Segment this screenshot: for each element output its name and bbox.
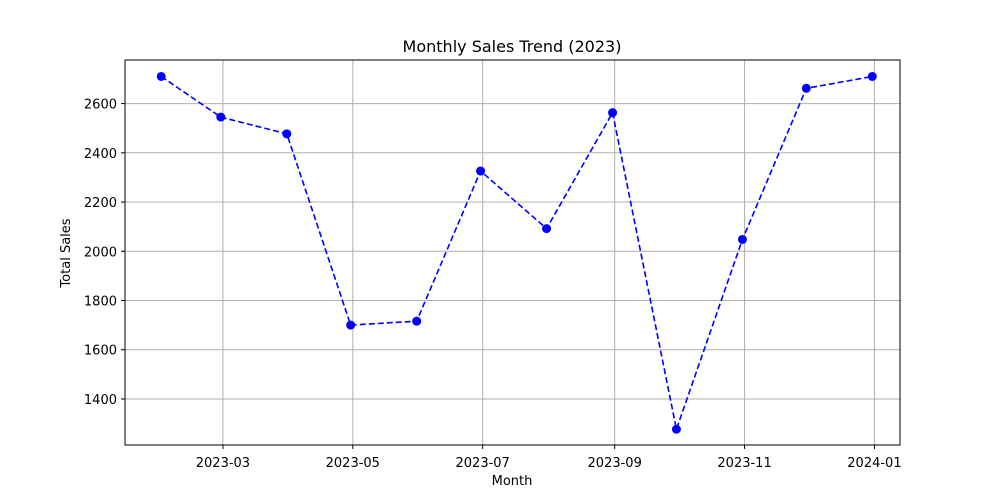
x-axis-label: Month bbox=[492, 474, 533, 489]
data-point bbox=[346, 320, 356, 330]
chart-title: Monthly Sales Trend (2023) bbox=[403, 37, 622, 56]
x-tick-label: 2024-01 bbox=[847, 456, 901, 471]
data-point bbox=[608, 108, 618, 118]
x-tick-label: 2023-05 bbox=[326, 456, 380, 471]
data-point bbox=[801, 83, 811, 93]
y-tick-label: 2600 bbox=[84, 98, 117, 113]
data-point bbox=[412, 316, 422, 326]
data-point bbox=[216, 112, 226, 122]
data-point bbox=[156, 71, 166, 81]
y-tick-label: 2000 bbox=[84, 245, 117, 260]
series-line bbox=[160, 75, 873, 433]
x-tick-label: 2023-11 bbox=[717, 456, 771, 471]
y-tick-label: 1600 bbox=[84, 344, 117, 359]
plot-frame bbox=[124, 59, 901, 446]
y-tick-label: 2400 bbox=[84, 147, 117, 162]
y-axis-label: Total Sales bbox=[59, 218, 74, 288]
y-tick-label: 1400 bbox=[84, 393, 117, 408]
y-axis-ticks: 1400 1600 1800 2000 2200 2400 2600 bbox=[84, 98, 125, 408]
x-tick-label: 2023-03 bbox=[196, 456, 250, 471]
data-point bbox=[737, 234, 747, 244]
x-tick-label: 2023-09 bbox=[588, 456, 642, 471]
series-layer bbox=[156, 71, 877, 434]
x-tick-label: 2023-07 bbox=[456, 456, 510, 471]
y-tick-label: 2200 bbox=[84, 196, 117, 211]
grid bbox=[125, 60, 900, 445]
data-point bbox=[671, 424, 681, 434]
y-tick-label: 1800 bbox=[84, 295, 117, 310]
data-point bbox=[867, 71, 877, 81]
data-point bbox=[282, 129, 292, 139]
x-axis-ticks: 2023-03 2023-05 2023-07 2023-09 2023-11 2024-… bbox=[196, 445, 902, 471]
data-point bbox=[542, 224, 552, 234]
data-point bbox=[476, 166, 486, 176]
